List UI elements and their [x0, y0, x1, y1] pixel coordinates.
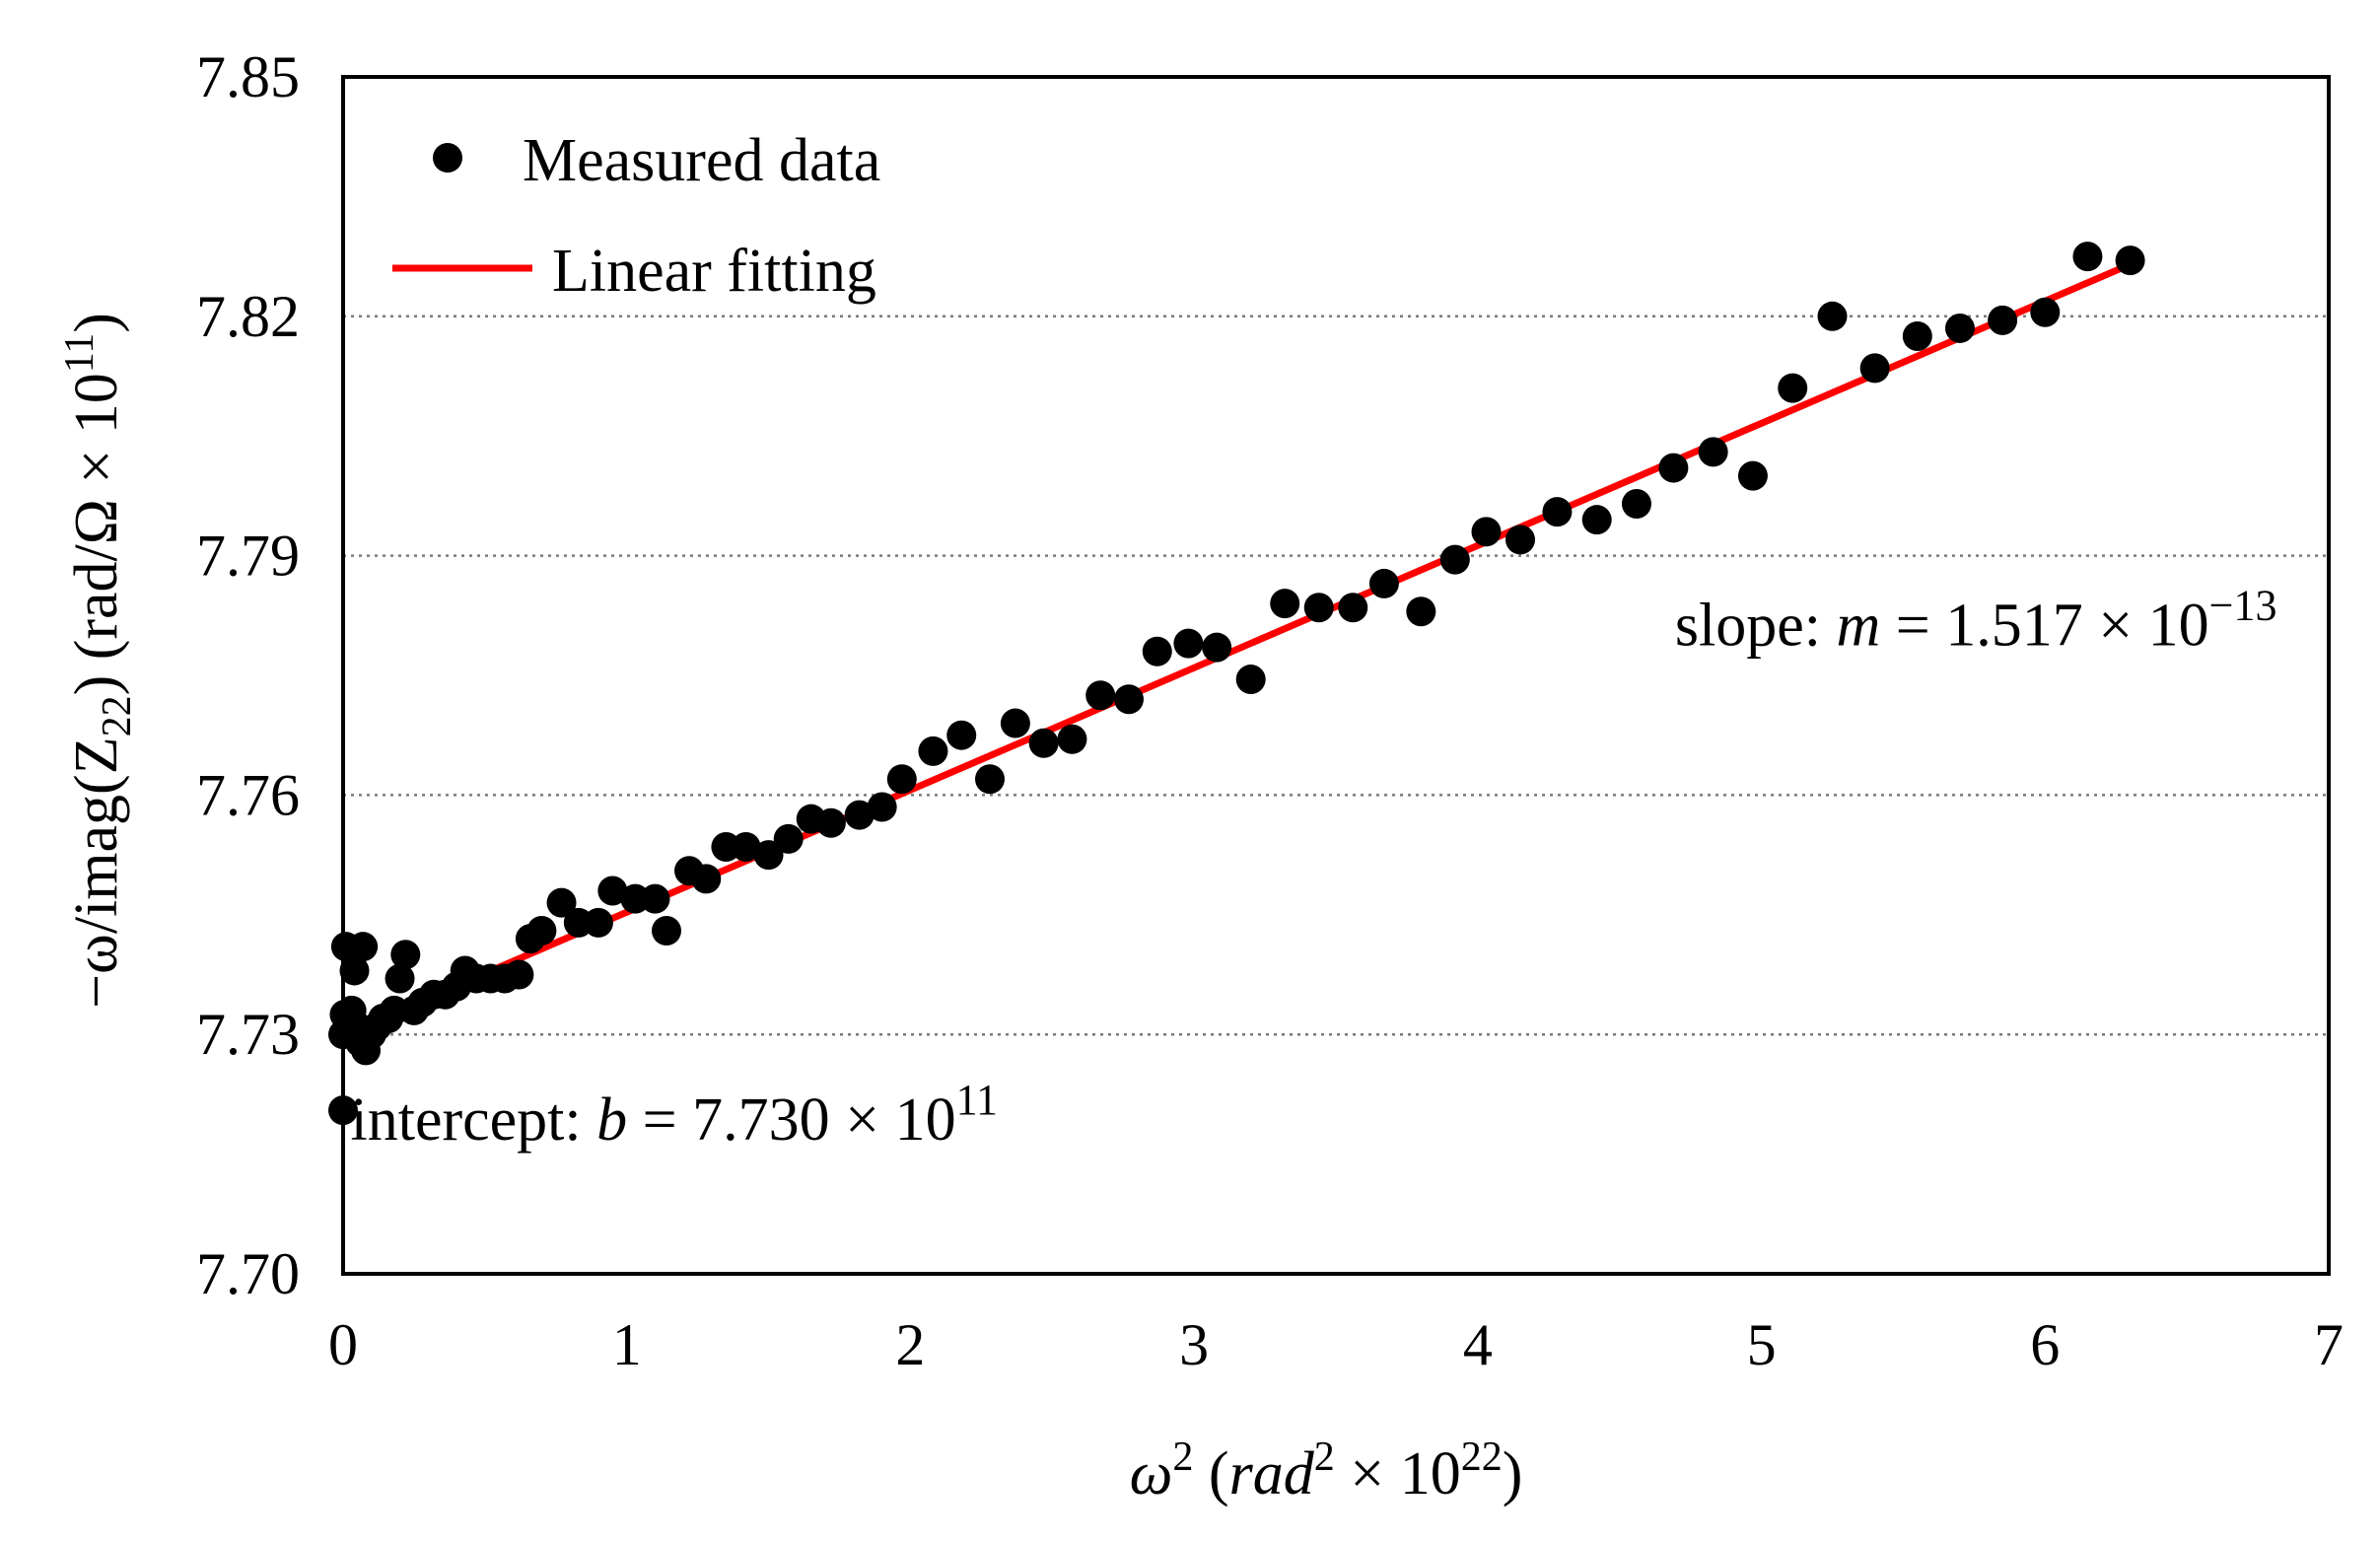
data-point — [946, 720, 977, 750]
data-point — [390, 940, 421, 970]
data-point — [640, 883, 670, 914]
data-point — [886, 764, 917, 795]
data-point — [385, 963, 415, 994]
data-point — [526, 915, 557, 946]
slope-equation: = 1.517 × 10 — [1880, 592, 2208, 659]
x-tick-label: 1 — [612, 1312, 642, 1377]
y-tick-label: 7.82 — [196, 284, 300, 349]
legend: Measured data Linear fitting — [392, 127, 880, 305]
data-point — [1085, 680, 1116, 711]
x-tick-label: 6 — [2030, 1312, 2060, 1377]
data-point — [1944, 313, 1975, 343]
data-point — [918, 736, 948, 766]
data-point — [731, 832, 761, 863]
x-axis-label: ω2 (rad2 × 1022) — [1130, 1435, 1523, 1507]
data-point — [1621, 488, 1651, 519]
slope-label: slope: — [1675, 592, 1837, 659]
y-axis-ticks: 7.70 7.73 7.76 7.79 7.82 7.85 — [196, 44, 300, 1306]
data-point — [597, 876, 628, 906]
data-point — [1902, 321, 1932, 352]
data-point — [1581, 505, 1612, 535]
data-point — [1859, 353, 1890, 384]
data-point — [1057, 724, 1087, 754]
intercept-equation: = 7.730 × 10 — [627, 1086, 955, 1154]
x-axis-ticks: 0 1 2 3 4 5 6 7 — [328, 1312, 2344, 1377]
data-point — [583, 907, 613, 938]
grid-lines — [343, 315, 2329, 1036]
data-point — [2115, 245, 2145, 276]
x-tick-label: 2 — [895, 1312, 925, 1377]
data-point — [546, 887, 577, 918]
y-tick-label: 7.73 — [196, 1002, 300, 1067]
data-point — [2072, 242, 2103, 272]
data-point — [1698, 437, 1728, 467]
legend-label-measured: Measured data — [523, 127, 880, 194]
y-tick-label: 7.79 — [196, 524, 300, 589]
plot-frame — [341, 75, 2331, 1276]
data-point — [691, 864, 722, 894]
data-point — [1113, 684, 1144, 715]
data-point — [1028, 728, 1059, 758]
intercept-variable: b — [596, 1086, 627, 1154]
data-point — [773, 823, 804, 854]
data-point — [867, 792, 897, 822]
data-point — [844, 800, 875, 830]
slope-variable: m — [1836, 592, 1880, 659]
x-tick-label: 0 — [328, 1312, 358, 1377]
x-tick-label: 3 — [1179, 1312, 1209, 1377]
data-point — [1439, 544, 1470, 575]
data-point — [1303, 593, 1334, 623]
data-point — [1778, 373, 1808, 403]
x-tick-label: 5 — [1747, 1312, 1777, 1377]
data-point — [339, 955, 370, 986]
data-point — [2030, 297, 2061, 327]
data-point — [504, 959, 534, 990]
data-point — [1142, 636, 1172, 666]
data-point — [1173, 628, 1204, 659]
y-tick-label: 7.70 — [196, 1241, 300, 1306]
data-point — [1000, 708, 1030, 738]
data-point — [815, 807, 846, 838]
slope-annotation: slope: m = 1.517 × 10−13 — [1675, 581, 2277, 659]
data-point — [1471, 517, 1502, 547]
data-point — [348, 932, 379, 962]
legend-label-fit: Linear fitting — [552, 238, 876, 305]
data-point — [1542, 497, 1573, 527]
data-point — [1988, 305, 2018, 335]
legend-marker-measured — [433, 143, 462, 173]
intercept-power: 11 — [956, 1076, 998, 1124]
data-points — [328, 242, 2145, 1126]
data-point — [1737, 460, 1768, 491]
x-tick-label: 7 — [2314, 1312, 2344, 1377]
data-point — [753, 840, 784, 871]
y-tick-label: 7.85 — [196, 44, 300, 109]
data-point — [1338, 593, 1368, 623]
data-point — [974, 764, 1005, 795]
data-point — [651, 915, 681, 946]
data-point — [1368, 568, 1399, 598]
intercept-annotation: intercept: b = 7.730 × 1011 — [351, 1076, 998, 1154]
data-point — [1270, 589, 1300, 619]
slope-power: −13 — [2209, 581, 2277, 629]
data-point — [1658, 453, 1689, 483]
data-point — [1505, 525, 1536, 555]
intercept-label: intercept: — [351, 1086, 597, 1154]
data-point — [1406, 596, 1436, 627]
data-point — [1817, 301, 1848, 331]
y-axis-label: −ω/imag(Z22) (rad/Ω × 1011) — [57, 313, 140, 1009]
data-point — [1235, 665, 1266, 695]
data-point — [1202, 632, 1232, 663]
x-tick-label: 4 — [1463, 1312, 1493, 1377]
y-tick-label: 7.76 — [196, 762, 300, 827]
